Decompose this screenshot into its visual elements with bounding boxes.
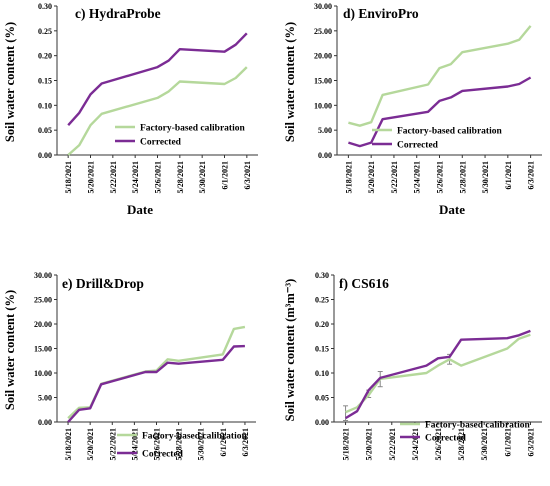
x-tick-label: 5/26/2021 <box>436 161 445 193</box>
y-tick-label: 5.00 <box>318 126 332 135</box>
x-tick-label: 6/3/2021 <box>527 161 536 189</box>
series-line-corrected <box>67 344 245 423</box>
legend-label: Factory-based calibration <box>140 124 245 134</box>
x-tick-label: 5/26/2021 <box>153 428 162 460</box>
x-tick-label: 5/24/2021 <box>411 428 420 460</box>
y-tick-label: 0.30 <box>315 271 329 280</box>
x-tick-label: 6/3/2021 <box>241 428 250 456</box>
y-tick-label: 0.20 <box>38 52 52 61</box>
chart-panel-0: 0.00 0.05 0.10 0.15 0.20 0.25 0.30 5/18/2021 5/2… <box>3 2 258 217</box>
x-tick-label: 5/28/2021 <box>176 161 185 193</box>
legend-label: Factory-based calibration <box>397 127 502 137</box>
x-tick-label: 6/1/2021 <box>503 428 512 456</box>
y-tick-label: 0.30 <box>38 2 52 11</box>
y-tick-label: 0.05 <box>38 126 52 135</box>
legend-label: Corrected <box>425 434 467 444</box>
chart-panel-3: 0.00 0.05 0.10 0.15 0.20 0.25 0.30 5/18/2021 5/2… <box>283 271 542 460</box>
x-tick-label: 5/30/2021 <box>197 428 206 460</box>
chart-title: f) CS616 <box>339 276 389 291</box>
legend-label: Factory-based calibration <box>425 421 530 431</box>
x-tick-label: 5/22/2021 <box>108 428 117 460</box>
x-tick-label: 5/24/2021 <box>130 428 139 460</box>
x-tick-label: 6/3/2021 <box>243 161 252 189</box>
x-tick-label: 5/28/2021 <box>457 428 466 460</box>
x-tick-label: 5/28/2021 <box>458 161 467 193</box>
legend-label: Corrected <box>397 141 439 151</box>
y-tick-label: 20.00 <box>34 320 52 329</box>
y-tick-label: 25.00 <box>314 27 332 36</box>
chart-panel-2: 0.00 5.00 10.00 15.00 20.00 25.00 30.00 5/18/20… <box>3 271 256 460</box>
x-tick-label: 6/3/2021 <box>526 428 535 456</box>
y-tick-label: 0.25 <box>38 27 52 36</box>
y-tick-label: 0.00 <box>38 418 52 427</box>
y-tick-label: 15.00 <box>314 77 332 86</box>
series-line-factory <box>67 66 248 156</box>
x-axis-label: Date <box>439 202 465 217</box>
y-tick-label: 0.15 <box>315 345 329 354</box>
x-tick-label: 5/20/2021 <box>365 428 374 460</box>
x-tick-label: 5/18/2021 <box>64 161 73 193</box>
chart-panel-1: 0.00 5.00 10.00 15.00 20.00 25.00 30.00 5/18/20… <box>283 2 542 217</box>
x-tick-label: 6/1/2021 <box>219 428 228 456</box>
y-tick-label: 30.00 <box>314 2 332 11</box>
series-line-factory <box>345 333 531 414</box>
chart-title: e) Drill&Drop <box>62 276 144 291</box>
legend-label: Corrected <box>140 138 182 148</box>
y-tick-label: 0.00 <box>315 418 329 427</box>
y-tick-label: 25.00 <box>34 296 52 305</box>
x-tick-label: 5/18/2021 <box>64 428 73 460</box>
x-tick-label: 5/30/2021 <box>481 161 490 193</box>
series-line-factory <box>348 25 532 127</box>
x-tick-label: 5/18/2021 <box>342 428 351 460</box>
y-tick-label: 0.10 <box>315 369 329 378</box>
x-tick-label: 6/1/2021 <box>221 161 230 189</box>
y-tick-label: 0.25 <box>315 296 329 305</box>
chart-title: d) EnviroPro <box>343 6 419 21</box>
y-tick-label: 0.00 <box>38 151 52 160</box>
y-tick-label: 0.05 <box>315 394 329 403</box>
y-tick-label: 10.00 <box>314 101 332 110</box>
legend-label: Factory-based calibration <box>142 432 247 442</box>
x-tick-label: 5/20/2021 <box>86 428 95 460</box>
x-axis-label: Date <box>127 202 153 217</box>
chart-title: c) HydraProbe <box>75 6 161 21</box>
x-tick-label: 5/18/2021 <box>344 161 353 193</box>
y-axis-label: Soil water content (%) <box>3 290 17 410</box>
x-tick-label: 5/26/2021 <box>154 161 163 193</box>
y-tick-label: 10.00 <box>34 369 52 378</box>
series-line-corrected <box>67 32 248 127</box>
y-tick-label: 15.00 <box>34 345 52 354</box>
x-tick-label: 5/20/2021 <box>87 161 96 193</box>
x-tick-label: 5/22/2021 <box>390 161 399 193</box>
x-tick-label: 5/30/2021 <box>198 161 207 193</box>
y-axis-label: Soil water content (%) <box>283 22 297 142</box>
y-tick-label: 0.00 <box>318 151 332 160</box>
series-line-corrected <box>348 76 532 148</box>
x-tick-label: 5/24/2021 <box>413 161 422 193</box>
y-tick-label: 0.20 <box>315 320 329 329</box>
error-bar <box>343 405 349 422</box>
y-tick-label: 5.00 <box>38 394 52 403</box>
x-tick-label: 5/20/2021 <box>367 161 376 193</box>
series-line-corrected <box>344 329 531 420</box>
y-tick-label: 30.00 <box>34 271 52 280</box>
y-tick-label: 0.10 <box>38 101 52 110</box>
x-tick-label: 5/30/2021 <box>480 428 489 460</box>
x-tick-label: 5/22/2021 <box>388 428 397 460</box>
x-tick-label: 5/24/2021 <box>131 161 140 193</box>
y-axis-label: Soil water content (m³m⁻³) <box>283 279 297 422</box>
x-tick-label: 5/26/2021 <box>434 428 443 460</box>
x-tick-label: 5/22/2021 <box>109 161 118 193</box>
y-axis-label: Soil water content (%) <box>3 22 17 142</box>
legend-label: Corrected <box>142 450 184 460</box>
y-tick-label: 20.00 <box>314 52 332 61</box>
x-tick-label: 6/1/2021 <box>504 161 513 189</box>
y-tick-label: 0.15 <box>38 77 52 86</box>
x-tick-label: 5/28/2021 <box>175 428 184 460</box>
